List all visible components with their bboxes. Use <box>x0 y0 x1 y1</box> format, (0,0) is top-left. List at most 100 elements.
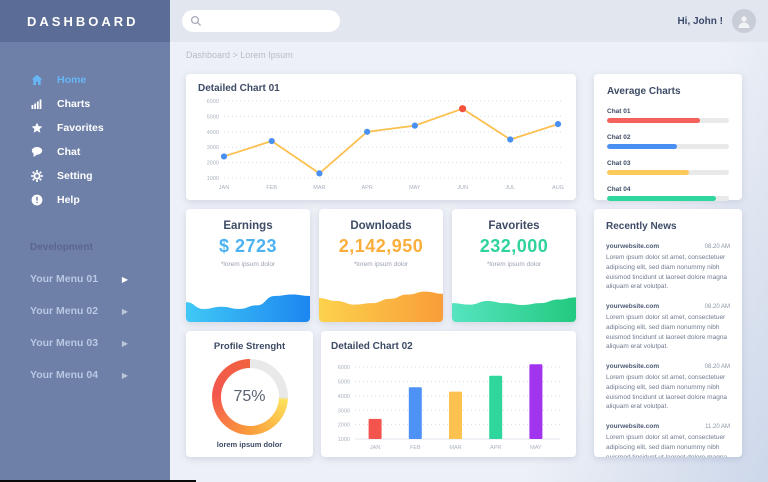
stat-value: $ 2723 <box>218 236 278 256</box>
donut-center: 75% <box>220 368 279 426</box>
svg-text:3000: 3000 <box>207 145 219 151</box>
svg-text:1000: 1000 <box>338 437 350 443</box>
sidebar-item-charts[interactable]: Charts <box>0 92 170 116</box>
sidebar-submenu-1[interactable]: Your Menu 01 ▶ <box>0 267 170 291</box>
profile-caption: lorem ipsum dolor <box>216 440 283 449</box>
average-bar-row: Chat 03 <box>607 160 729 175</box>
news-timestamp: 08.20 AM <box>704 364 730 370</box>
profile-percent-value: 75% <box>233 388 266 405</box>
stat-title: Downloads <box>350 220 412 232</box>
stat-cards-row: Earnings $ 2723 *lorem ipsum dolor Download… <box>186 209 576 322</box>
svg-text:MAR: MAR <box>313 185 325 191</box>
news-timestamp: 11.20 AM <box>705 424 730 430</box>
sidebar: DASHBOARD Home Charts Favorites Chat Setting… <box>0 0 170 482</box>
svg-text:APR: APR <box>361 185 372 191</box>
sparkline-area-chart <box>319 291 443 322</box>
news-body-text: Lorem ipsum dolor sit amet, consectetuer… <box>606 254 728 291</box>
news-body-text: Lorem ipsum dolor sit amet, consectetuer… <box>606 374 728 411</box>
news-timestamp: 08.20 AM <box>704 244 730 250</box>
chevron-right-icon: ▶ <box>121 306 128 316</box>
svg-text:MAY: MAY <box>409 185 421 191</box>
sidebar-item-home[interactable]: Home <box>0 68 170 92</box>
stat-value: 232,000 <box>479 236 549 256</box>
sidebar-item-label: Chat <box>57 146 81 158</box>
average-bar-fill <box>607 118 700 123</box>
avatar[interactable] <box>732 9 756 33</box>
average-bar-label: Chat 04 <box>607 186 631 193</box>
detailed-chart-01-title: Detailed Chart 01 <box>198 83 280 94</box>
sidebar-submenus: Your Menu 01 ▶ Your Menu 02 ▶ Your Menu 03 ▶ Y… <box>0 267 170 387</box>
average-bar-fill <box>607 144 677 149</box>
svg-text:5000: 5000 <box>338 380 350 386</box>
news-item: yourwebsite.com 11.20 AM Lorem ipsum dolor… <box>606 423 730 457</box>
profile-donut-chart: 75% <box>211 359 288 435</box>
chevron-right-icon: ▶ <box>121 370 128 380</box>
bottom-artifact-strip <box>0 480 196 482</box>
sidebar-item-favorites[interactable]: Favorites <box>0 116 170 140</box>
sidebar-item-label: Home <box>57 74 87 86</box>
detailed-chart-01-card: Detailed Chart 01 1000 2000 3000 4000 5000 60… <box>186 74 576 200</box>
submenu-label: Your Menu 03 <box>30 337 99 349</box>
news-item-header: yourwebsite.com 08.20 AM <box>606 243 730 250</box>
svg-text:4000: 4000 <box>207 130 219 136</box>
main-column: Hi, John ! Dashboard > Lorem Ipsum Detai… <box>170 0 768 482</box>
svg-text:FEB: FEB <box>410 445 421 451</box>
submenu-label: Your Menu 04 <box>30 369 99 381</box>
news-site-link[interactable]: yourwebsite.com <box>606 243 660 250</box>
svg-text:5000: 5000 <box>207 114 219 120</box>
svg-text:MAY: MAY <box>530 445 542 451</box>
average-bar-label: Chat 02 <box>607 134 631 141</box>
svg-text:JAN: JAN <box>219 185 229 191</box>
svg-text:2000: 2000 <box>338 423 350 429</box>
news-site-link[interactable]: yourwebsite.com <box>606 363 660 370</box>
svg-text:4000: 4000 <box>338 394 350 400</box>
news-site-link[interactable]: yourwebsite.com <box>606 303 660 310</box>
average-bar-label: Chat 01 <box>607 108 631 115</box>
svg-text:JUL: JUL <box>505 185 515 191</box>
average-bar-row: Chat 04 <box>607 186 729 201</box>
average-bar-row: Chat 01 <box>607 108 729 123</box>
svg-text:FEB: FEB <box>266 185 277 191</box>
svg-text:JUN: JUN <box>457 185 468 191</box>
detailed-chart-02-title: Detailed Chart 02 <box>331 341 413 352</box>
average-bar-row: Chat 02 <box>607 134 729 149</box>
news-list: yourwebsite.com 08.20 AM Lorem ipsum dolor… <box>606 243 730 457</box>
recently-news-card: Recently News yourwebsite.com 08.20 AM Lor… <box>594 209 742 457</box>
user-greeting[interactable]: Hi, John ! <box>677 15 723 27</box>
news-site-link[interactable]: yourwebsite.com <box>606 423 660 430</box>
gear-icon <box>30 170 44 182</box>
submenu-label: Your Menu 02 <box>30 305 99 317</box>
sidebar-nav: Home Charts Favorites Chat Setting Help <box>0 42 170 212</box>
bar-chart: 1000 2000 3000 4000 5000 6000 JAN FEB MAR APR MAY <box>338 364 560 451</box>
sidebar-item-chat[interactable]: Chat <box>0 140 170 164</box>
sidebar-submenu-3[interactable]: Your Menu 03 ▶ <box>0 331 170 355</box>
profile-strength-card: Profile Strenght 75% lorem ipsum dolor <box>186 331 313 457</box>
sidebar-item-label: Help <box>57 194 80 206</box>
sidebar-item-setting[interactable]: Setting <box>0 164 170 188</box>
home-icon <box>30 74 44 86</box>
sidebar-item-label: Charts <box>57 98 91 110</box>
bar-chart-icon <box>30 98 44 110</box>
average-bar-track <box>607 118 729 123</box>
news-body-text: Lorem ipsum dolor sit amet, consectetuer… <box>606 314 728 351</box>
stat-value: 2,142,950 <box>338 236 424 256</box>
news-item: yourwebsite.com 08.20 AM Lorem ipsum dolor… <box>606 363 730 412</box>
sidebar-item-help[interactable]: Help <box>0 188 170 212</box>
svg-text:6000: 6000 <box>338 365 350 371</box>
star-icon <box>30 122 44 134</box>
svg-text:MAR: MAR <box>449 445 461 451</box>
search-box[interactable] <box>182 10 340 32</box>
breadcrumb: Dashboard > Lorem Ipsum <box>186 50 293 60</box>
line-chart: 1000 2000 3000 4000 5000 6000 JAN FEB MAR APR MAY J… <box>207 99 564 191</box>
sidebar-submenu-2[interactable]: Your Menu 02 ▶ <box>0 299 170 323</box>
app-title: DASHBOARD <box>27 13 139 29</box>
average-bar-fill <box>607 170 689 175</box>
sidebar-submenu-4[interactable]: Your Menu 04 ▶ <box>0 363 170 387</box>
stat-caption: *lorem ipsum dolor <box>486 261 542 268</box>
downloads-card: Downloads 2,142,950 *lorem ipsum dolor <box>319 209 443 322</box>
chevron-right-icon: ▶ <box>121 274 128 284</box>
submenu-label: Your Menu 01 <box>30 273 99 285</box>
search-input[interactable] <box>207 15 332 27</box>
average-charts-title: Average Charts <box>607 86 681 97</box>
